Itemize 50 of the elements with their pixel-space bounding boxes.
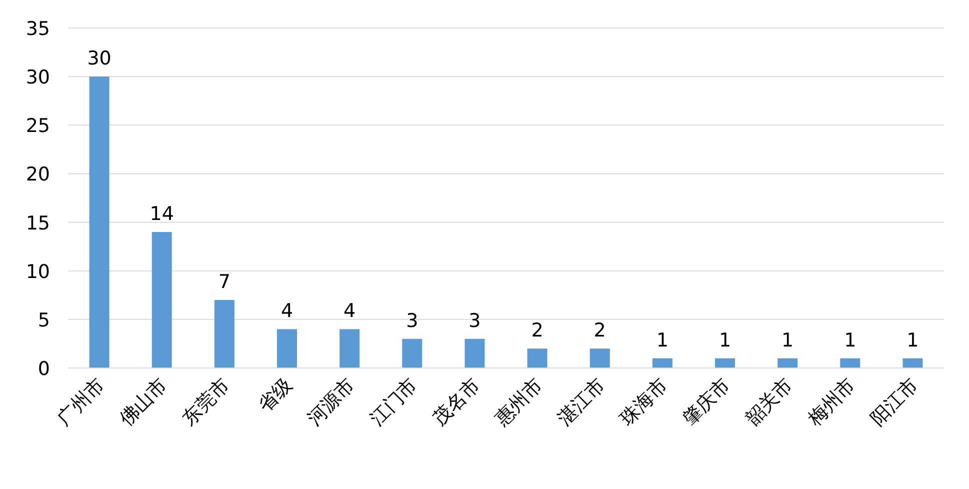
y-tick-label: 35 bbox=[26, 18, 50, 40]
data-label: 2 bbox=[531, 320, 544, 342]
y-tick-label: 15 bbox=[26, 212, 50, 234]
x-tick-label: 佛山市 bbox=[116, 374, 172, 430]
data-label: 1 bbox=[656, 329, 668, 352]
bar bbox=[402, 338, 422, 368]
bar bbox=[527, 348, 548, 368]
y-tick-label: 20 bbox=[26, 164, 50, 186]
x-tick-label: 河源市 bbox=[303, 374, 360, 430]
bar bbox=[652, 358, 672, 368]
data-label: 1 bbox=[782, 329, 794, 352]
x-tick-label: 阳江市 bbox=[866, 374, 922, 430]
x-tick-label: 韶关市 bbox=[741, 374, 798, 430]
data-label: 3 bbox=[406, 310, 418, 332]
data-label: 30 bbox=[87, 48, 112, 70]
bar bbox=[840, 358, 860, 368]
bar bbox=[214, 300, 234, 368]
data-label: 1 bbox=[844, 329, 856, 352]
bar bbox=[590, 348, 610, 368]
x-tick-label: 省级 bbox=[254, 374, 297, 416]
bar bbox=[340, 329, 360, 368]
data-label: 2 bbox=[594, 320, 606, 342]
x-tick-label: 东莞市 bbox=[178, 374, 234, 430]
x-tick-label: 珠海市 bbox=[616, 374, 672, 430]
data-label: 14 bbox=[150, 203, 174, 225]
y-tick-label: 10 bbox=[26, 260, 50, 283]
data-label: 1 bbox=[906, 329, 919, 352]
y-tick-label: 5 bbox=[38, 309, 50, 332]
bar bbox=[89, 76, 110, 368]
data-label: 3 bbox=[468, 310, 481, 332]
x-tick-label: 茂名市 bbox=[428, 374, 484, 430]
x-tick-label: 广州市 bbox=[52, 374, 109, 430]
bar bbox=[715, 358, 735, 368]
bar bbox=[277, 329, 297, 368]
bar bbox=[152, 232, 172, 368]
data-label: 4 bbox=[280, 300, 294, 322]
x-tick-label: 肇庆市 bbox=[678, 374, 735, 430]
x-tick-label: 江门市 bbox=[366, 374, 422, 430]
x-tick-label: 惠州市 bbox=[490, 374, 547, 431]
y-tick-label: 25 bbox=[26, 115, 50, 138]
bar bbox=[778, 358, 798, 368]
y-tick-label: 0 bbox=[38, 358, 50, 380]
bar bbox=[902, 358, 923, 368]
bar bbox=[464, 338, 485, 368]
data-label: 1 bbox=[718, 329, 732, 352]
data-label: 4 bbox=[344, 300, 356, 322]
x-tick-label: 梅州市 bbox=[803, 374, 860, 431]
y-tick-label: 30 bbox=[26, 66, 50, 89]
data-label: 7 bbox=[218, 271, 230, 293]
x-tick-label: 湛江市 bbox=[554, 374, 610, 430]
